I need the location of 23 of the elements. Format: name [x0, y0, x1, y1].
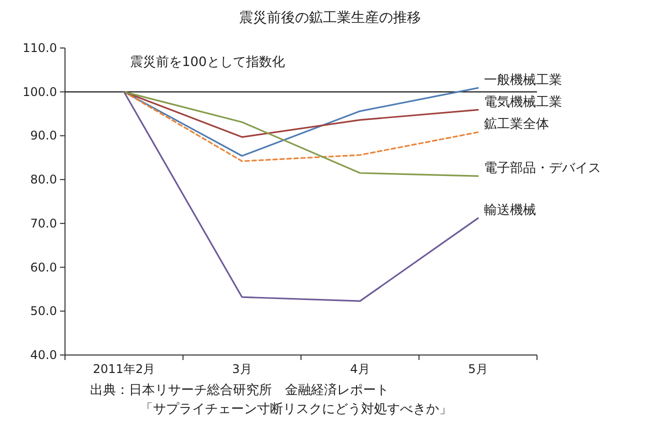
- y-tick-label: 40.0: [30, 348, 57, 362]
- ref-line-label: 震災前を100として指数化: [130, 54, 285, 70]
- x-tick-label: 2011年2月: [92, 362, 156, 376]
- y-tick-label: 60.0: [30, 260, 57, 274]
- y-tick-label: 110.0: [22, 41, 57, 55]
- x-tick-label: 3月: [232, 362, 252, 376]
- chart-title: 震災前後の鉱工業生産の推移: [239, 10, 421, 26]
- x-tick-label: 4月: [350, 362, 370, 376]
- y-tick-label: 50.0: [30, 304, 57, 318]
- series-label: 電気機械工業: [484, 94, 562, 110]
- y-tick-label: 80.0: [30, 172, 57, 187]
- y-tick-label: 100.0: [22, 84, 57, 99]
- series-label: 鉱工業全体: [484, 117, 549, 132]
- line-series: [123, 91, 479, 302]
- source-note: 出典：日本リサーチ総合研究所 金融経済レポート: [90, 382, 389, 398]
- series-label: 一般機械工業: [484, 72, 562, 88]
- y-tick-label: 90.0: [30, 128, 57, 143]
- series-label: 電子部品・デバイス: [484, 161, 601, 176]
- series-label: 輸送機械: [484, 203, 536, 218]
- text: 「サプライチェーン寸断リスクにどう対処すべきか」: [140, 401, 452, 417]
- line-series: [123, 91, 479, 177]
- x-tick-label: 5月: [468, 362, 488, 376]
- y-tick-label: 70.0: [30, 216, 57, 230]
